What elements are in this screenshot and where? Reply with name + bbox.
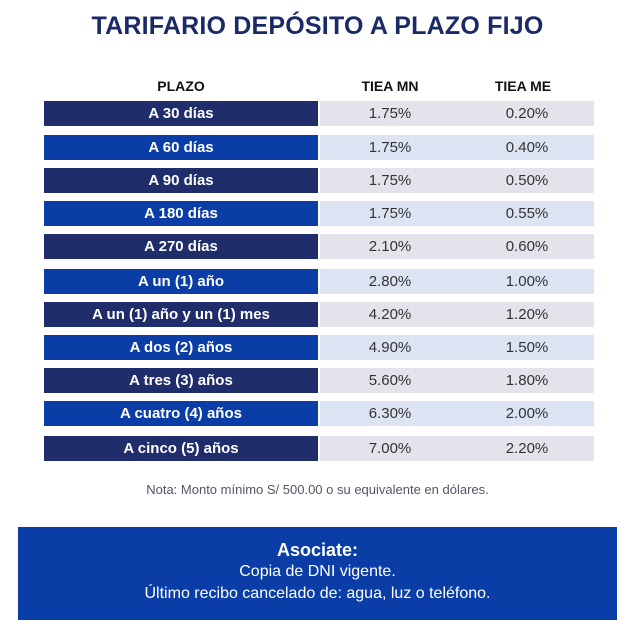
term-label: A cinco (5) años	[44, 436, 318, 461]
rate-me: 1.00%	[460, 269, 594, 294]
rate-mn: 2.80%	[320, 269, 460, 294]
rate-mn: 4.20%	[320, 302, 460, 327]
term-label: A un (1) año	[44, 269, 318, 294]
term-label: A 270 días	[44, 234, 318, 259]
rate-mn: 1.75%	[320, 135, 460, 160]
term-label: A 30 días	[44, 101, 318, 126]
term-label: A 180 días	[44, 201, 318, 226]
term-label: A 90 días	[44, 168, 318, 193]
rate-me: 2.20%	[460, 436, 594, 461]
rate-me: 0.55%	[460, 201, 594, 226]
banner-title: Asociate:	[276, 540, 359, 560]
rate-mn: 5.60%	[320, 368, 460, 393]
rate-me: 1.80%	[460, 368, 594, 393]
table-row: A 30 días 1.75% 0.20%	[44, 101, 594, 126]
table-row: A un (1) año 2.80% 1.00%	[44, 269, 594, 294]
page-title: TARIFARIO DEPÓSITO A PLAZO FIJO	[91, 12, 544, 40]
table-header: PLAZO TIEA MN TIEA ME	[0, 78, 635, 98]
table-row: A dos (2) años 4.90% 1.50%	[44, 335, 594, 360]
rate-mn: 1.75%	[320, 168, 460, 193]
rate-me: 1.20%	[460, 302, 594, 327]
rate-me: 0.50%	[460, 168, 594, 193]
term-label: A 60 días	[44, 135, 318, 160]
rate-mn: 1.75%	[320, 101, 460, 126]
table-row: A 270 días 2.10% 0.60%	[44, 234, 594, 259]
requirement-dni: Copia de DNI vigente.	[239, 563, 396, 580]
minimum-amount-note: Nota: Monto mínimo S/ 500.00 o su equiva…	[146, 482, 489, 497]
term-label: A cuatro (4) años	[44, 401, 318, 426]
rate-mn: 7.00%	[320, 436, 460, 461]
table-row: A 60 días 1.75% 0.40%	[44, 135, 594, 160]
rate-me: 0.20%	[460, 101, 594, 126]
rate-me: 0.60%	[460, 234, 594, 259]
term-label: A dos (2) años	[44, 335, 318, 360]
column-header-tiea-me: TIEA ME	[494, 78, 552, 94]
column-header-plazo: PLAZO	[157, 78, 205, 94]
column-header-tiea-mn: TIEA MN	[361, 78, 419, 94]
term-label: A tres (3) años	[44, 368, 318, 393]
term-label: A un (1) año y un (1) mes	[44, 302, 318, 327]
table-row: A cinco (5) años 7.00% 2.20%	[44, 436, 594, 461]
rate-mn: 1.75%	[320, 201, 460, 226]
table-row: A 90 días 1.75% 0.50%	[44, 168, 594, 193]
rate-mn: 4.90%	[320, 335, 460, 360]
rate-mn: 6.30%	[320, 401, 460, 426]
requirements-banner: Asociate: Copia de DNI vigente. Último r…	[18, 527, 617, 620]
table-row: A tres (3) años 5.60% 1.80%	[44, 368, 594, 393]
table-row: A cuatro (4) años 6.30% 2.00%	[44, 401, 594, 426]
rate-me: 2.00%	[460, 401, 594, 426]
table-row: A un (1) año y un (1) mes 4.20% 1.20%	[44, 302, 594, 327]
table-row: A 180 días 1.75% 0.55%	[44, 201, 594, 226]
rate-me: 0.40%	[460, 135, 594, 160]
requirement-receipt: Último recibo cancelado de: agua, luz o …	[144, 585, 491, 602]
rate-me: 1.50%	[460, 335, 594, 360]
rate-mn: 2.10%	[320, 234, 460, 259]
